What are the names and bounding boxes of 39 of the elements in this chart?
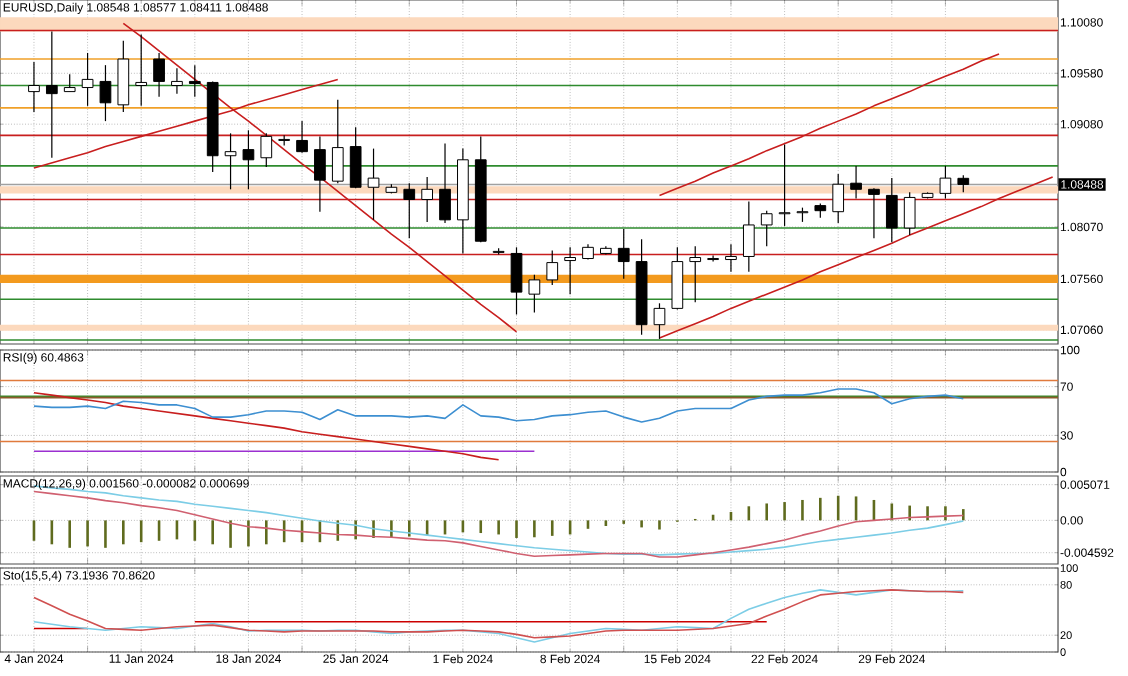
candlestick [528,274,541,314]
candlestick [939,165,952,200]
candlestick [314,135,326,213]
candlestick [671,246,684,311]
candlestick [850,165,862,200]
candlestick [546,249,559,286]
candlestick [653,302,666,340]
candlestick [349,126,362,189]
candlestick [885,177,898,243]
candlestick [725,243,737,273]
candlestick [903,191,916,236]
candlestick [564,246,576,295]
candlestick [28,61,40,113]
candlestick [224,132,237,190]
candlestick [868,187,880,239]
candlestick [135,34,148,107]
candlestick [742,200,755,273]
candlestick [99,64,112,122]
candlestick [403,182,416,239]
candlestick [689,245,702,303]
candlestick [260,132,273,168]
candlestick [760,210,773,247]
candlestick [153,52,165,98]
candlestick [45,30,58,159]
candlestick [832,173,845,224]
candlestick [778,143,791,227]
candlestick [367,148,380,221]
candlestick [617,228,630,280]
candlestick [296,120,308,154]
candlestick [331,99,344,184]
candlestick [117,40,130,113]
candlestick [171,67,183,95]
candlestick [707,254,719,263]
candlestick [510,246,523,316]
candlestick [81,52,94,107]
candlestick [242,129,255,190]
candlestick [421,176,434,223]
candlestick [188,64,201,98]
candlestick [439,142,451,224]
